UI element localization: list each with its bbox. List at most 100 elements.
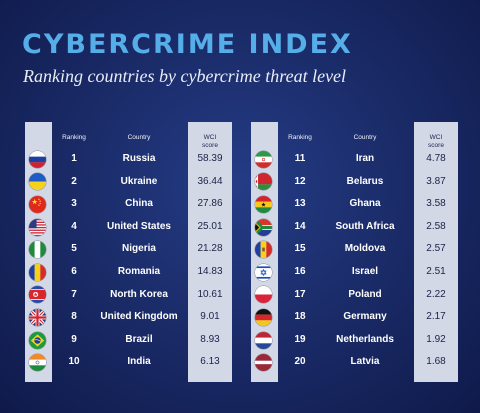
table-row: 16 Israel 2.51	[251, 261, 458, 284]
rank-cell: 14	[294, 220, 306, 232]
ranking-header: Ranking	[288, 134, 312, 141]
rank-cell: 11	[294, 153, 306, 164]
score-header: WCI score	[188, 134, 232, 150]
country-cell: United Kingdom	[100, 311, 178, 323]
score-cell: 1.68	[426, 356, 446, 368]
table-row: 5 Nigeria 21.28	[25, 238, 232, 261]
country-cell: Ghana	[349, 198, 381, 210]
united-kingdom-flag-icon	[29, 308, 46, 326]
country-cell: Russia	[122, 153, 156, 164]
ghana-flag-icon	[255, 195, 272, 213]
score-cell: 2.58	[426, 220, 446, 232]
score-cell: 36.44	[197, 175, 223, 187]
table-row: 12 Belarus 3.87	[251, 171, 458, 194]
score-cell: 3.58	[426, 198, 446, 210]
rank-cell: 20	[294, 356, 306, 368]
ranking-table-right: Ranking Country WCI score 11 Iran 4.78 12 Be…	[251, 122, 458, 382]
table-row: 4 United States 25.01	[25, 216, 232, 239]
score-cell: 1.92	[426, 333, 446, 345]
country-cell: Germany	[343, 311, 387, 323]
table-row: 6 Romania 14.83	[25, 261, 232, 284]
rank-cell: 17	[294, 288, 306, 300]
score-cell: 27.86	[197, 198, 223, 210]
table-row: 8 United Kingdom 9.01	[25, 306, 232, 329]
ranking-table-left: Ranking Country WCI score 1 Russia 58.39 2 U…	[25, 122, 232, 382]
rank-cell: 1	[71, 153, 77, 164]
table-row: 3 China 27.86	[25, 193, 232, 216]
page-subtitle: Ranking countries by cybercrime threat l…	[23, 66, 347, 86]
country-cell: Brazil	[125, 333, 153, 345]
south-africa-flag-icon	[255, 218, 272, 236]
iran-flag-icon	[255, 150, 272, 168]
country-cell: Poland	[348, 288, 382, 300]
score-cell: 6.13	[200, 356, 220, 368]
north-korea-flag-icon	[29, 286, 46, 304]
country-header: Country	[353, 134, 377, 141]
ukraine-flag-icon	[29, 173, 46, 191]
rank-cell: 15	[294, 243, 306, 255]
rank-cell: 7	[71, 288, 77, 300]
netherlands-flag-icon	[255, 331, 272, 349]
table-rows: 1 Russia 58.39 2 Ukraine 36.44 3 China 27.86 4 Uni…	[25, 148, 232, 374]
score-cell: 2.57	[426, 243, 446, 255]
score-header-line2: score	[202, 142, 218, 149]
rank-cell: 13	[294, 198, 306, 210]
country-cell: Ukraine	[120, 175, 158, 187]
table-row: 1 Russia 58.39	[25, 148, 232, 171]
rank-cell: 3	[71, 198, 77, 210]
table-row: 10 India 6.13	[25, 351, 232, 374]
rank-cell: 18	[294, 311, 306, 323]
belarus-flag-icon	[255, 173, 272, 191]
table-row: 14 South Africa 2.58	[251, 216, 458, 239]
score-cell: 2.51	[426, 265, 446, 277]
table-row: 18 Germany 2.17	[251, 306, 458, 329]
country-cell: Iran	[355, 153, 375, 164]
score-cell: 21.28	[197, 243, 223, 255]
score-cell: 3.87	[426, 175, 446, 187]
table-row: 2 Ukraine 36.44	[25, 171, 232, 194]
score-cell: 25.01	[197, 220, 223, 232]
rank-cell: 10	[68, 356, 80, 368]
table-row: 15 Moldova 2.57	[251, 238, 458, 261]
germany-flag-icon	[255, 308, 272, 326]
ranking-header: Ranking	[62, 134, 86, 141]
israel-flag-icon	[255, 263, 272, 281]
latvia-flag-icon	[255, 354, 272, 372]
rank-cell: 12	[294, 175, 306, 187]
rank-cell: 2	[71, 175, 77, 187]
score-cell: 8.93	[200, 333, 220, 345]
country-cell: India	[127, 356, 151, 368]
score-cell: 2.17	[426, 311, 446, 323]
united-states-flag-icon	[29, 218, 46, 236]
table-row: 17 Poland 2.22	[251, 284, 458, 307]
russia-flag-icon	[29, 150, 46, 168]
country-cell: Belarus	[346, 175, 384, 187]
rank-cell: 4	[71, 220, 77, 232]
india-flag-icon	[29, 354, 46, 372]
country-header: Country	[127, 134, 151, 141]
nigeria-flag-icon	[29, 241, 46, 259]
score-header: WCI score	[414, 134, 458, 150]
score-column-strip	[188, 122, 232, 382]
brazil-flag-icon	[29, 331, 46, 349]
rank-cell: 19	[294, 333, 306, 345]
score-cell: 14.83	[197, 265, 223, 277]
table-row: 7 North Korea 10.61	[25, 284, 232, 307]
rank-cell: 6	[71, 265, 77, 277]
table-row: 11 Iran 4.78	[251, 148, 458, 171]
score-cell: 4.78	[426, 153, 446, 164]
country-cell: China	[125, 198, 153, 210]
romania-flag-icon	[29, 263, 46, 281]
score-cell: 9.01	[200, 311, 220, 323]
score-header-line2: score	[428, 142, 444, 149]
table-row: 20 Latvia 1.68	[251, 351, 458, 374]
country-cell: Moldova	[344, 243, 386, 255]
score-cell: 10.61	[197, 288, 223, 300]
table-row: 19 Netherlands 1.92	[251, 329, 458, 352]
score-column-strip	[414, 122, 458, 382]
rank-cell: 8	[71, 311, 77, 323]
country-cell: Netherlands	[336, 333, 394, 345]
country-cell: Latvia	[350, 356, 380, 368]
china-flag-icon	[29, 195, 46, 213]
page-title: CYBERCRIME INDEX	[22, 29, 353, 60]
